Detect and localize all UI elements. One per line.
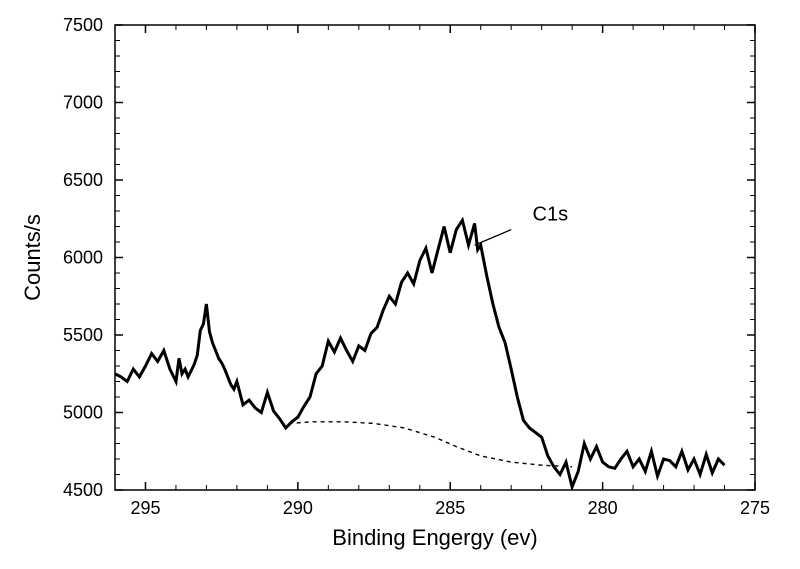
- peak-annotation: C1s: [533, 203, 569, 225]
- x-tick-label: 295: [130, 498, 160, 518]
- x-tick-label: 290: [283, 498, 313, 518]
- x-tick-label: 285: [435, 498, 465, 518]
- x-tick-label: 280: [588, 498, 618, 518]
- xps-spectrum-chart: 275 280 285 290 295 4500 5000 5500 6000 6500 7000 7…: [0, 0, 800, 569]
- x-tick-label: 275: [740, 498, 770, 518]
- chart-svg: 275 280 285 290 295 4500 5000 5500 6000 6500 7000 7…: [0, 0, 800, 569]
- x-axis-label: Binding Engergy (ev): [332, 525, 537, 550]
- y-tick-label: 4500: [63, 480, 103, 500]
- y-axis-label: Counts/s: [20, 214, 45, 301]
- y-tick-label: 7500: [63, 15, 103, 35]
- y-tick-label: 5000: [63, 403, 103, 423]
- y-tick-label: 6000: [63, 248, 103, 268]
- y-tick-label: 5500: [63, 325, 103, 345]
- y-tick-label: 7000: [63, 93, 103, 113]
- y-tick-label: 6500: [63, 170, 103, 190]
